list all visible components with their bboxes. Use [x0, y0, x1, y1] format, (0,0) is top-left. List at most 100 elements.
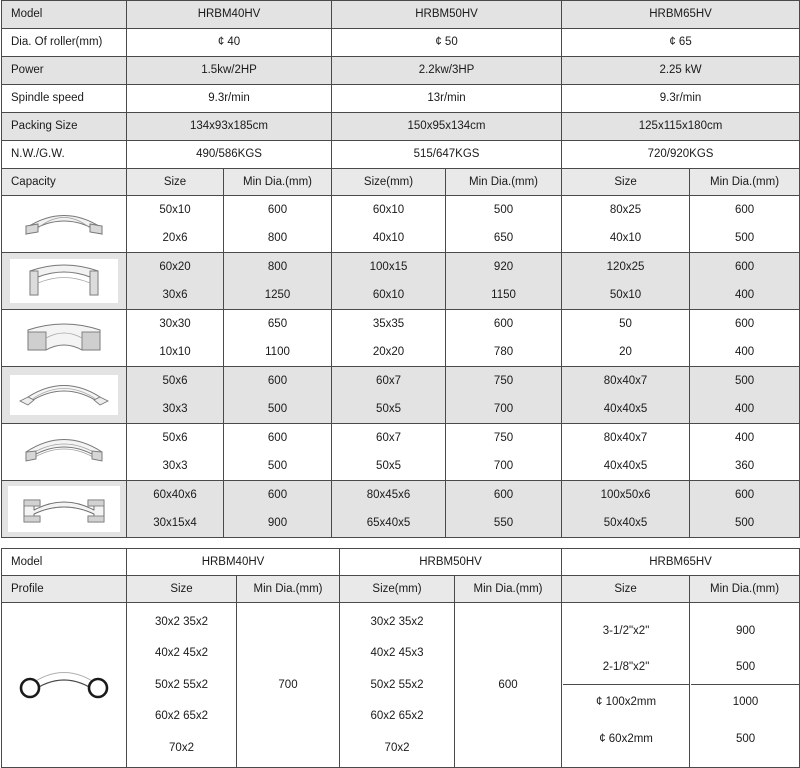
value: 780 [493, 345, 514, 358]
value: 70x2 [384, 741, 410, 754]
value: 35x35 [372, 318, 405, 331]
value: 60x7 [376, 375, 401, 388]
col-header-mindia-65: Min Dia.(mm) [689, 575, 800, 603]
cell-weight-65: 720/920KGS [561, 140, 800, 169]
col-header-mindia-40: Min Dia.(mm) [235, 575, 341, 603]
value: 750 [493, 432, 514, 445]
row-label: N.W./G.W. [1, 140, 127, 169]
value: 600 [267, 375, 288, 388]
value: ¢ 60x2mm [599, 732, 653, 745]
cell-size-65: 120x25 50x10 [561, 252, 691, 310]
value: 400 [734, 345, 755, 358]
cell-power-40: 1.5kw/2HP [125, 56, 333, 85]
col-header-size-50: Size(mm) [331, 168, 447, 196]
profile-icon-cell [1, 252, 127, 310]
size-subtable-65: 3-1/2"x2" 2-1/8"x2" ¢ 100x2mm ¢ 60x2mm [563, 613, 691, 757]
cell-mindia-65: 600 400 [689, 252, 800, 310]
channel-arch-icon [2, 253, 126, 309]
cell-mindia-40: 800 1250 [222, 252, 333, 310]
value: 500 [735, 661, 756, 674]
flat-bar-arch-icon [2, 196, 126, 252]
row-label: Power [1, 56, 127, 85]
cell-model-65: HRBM65HV [561, 0, 800, 29]
col-header-size-40: Size [126, 575, 237, 603]
value: 500 [735, 732, 756, 745]
value: 65x40x5 [366, 516, 411, 529]
cell-size-40: 30x30 10x10 [126, 309, 224, 367]
profile-icon-cell [1, 195, 127, 253]
cell-model-50: HRBM50HV [331, 0, 563, 29]
value: 50x6 [162, 375, 188, 388]
cell-mindia-65: 600 500 [689, 195, 800, 253]
cell-size-50: 80x45x6 65x40x5 [331, 480, 447, 538]
cell-mindia-50: 500 650 [445, 195, 563, 253]
cell-size-40: 60x20 30x6 [126, 252, 224, 310]
value: 80x40x7 [603, 432, 648, 445]
table-row-model: Model HRBM40HV HRBM50HV HRBM65HV [1, 0, 800, 29]
value: 650 [493, 231, 514, 244]
value: 60x7 [376, 432, 401, 445]
cell-model-65: HRBM65HV [561, 548, 800, 576]
value: 600 [267, 204, 288, 217]
cell-model-40: HRBM40HV [125, 548, 341, 576]
i-beam-arch-icon [2, 481, 126, 537]
table-row-roller-dia: Dia. Of roller(mm) ¢ 40 ¢ 50 ¢ 65 [1, 28, 800, 57]
value: 60x10 [372, 204, 405, 217]
value: 30x15x4 [153, 516, 197, 529]
cell-mindia-65: 600 500 [689, 480, 800, 538]
value: 50x5 [376, 402, 401, 415]
col-header-mindia-40: Min Dia.(mm) [222, 168, 333, 196]
value: 600 [734, 204, 755, 217]
value: 1100 [265, 345, 290, 358]
value: 60x10 [372, 288, 405, 301]
cell-mindia-40: 700 [235, 602, 341, 768]
value: 900 [267, 516, 288, 529]
cell-packing-40: 134x93x185cm [125, 112, 333, 141]
thick-channel-arch-icon [2, 310, 126, 366]
value: 80x25 [609, 204, 642, 217]
value: 600 [734, 261, 755, 274]
value: 400 [734, 402, 755, 415]
size-list-40: 30x2 35x2 40x2 45x2 50x2 55x2 60x2 65x2 … [127, 603, 236, 767]
capacity-header-row: Capacity Size Min Dia.(mm) Size(mm) Min … [1, 168, 800, 196]
subcell-group-2: 1000 500 [691, 685, 800, 756]
cell-size-65: 50 20 [561, 309, 691, 367]
cell-mindia-50: 920 1150 [445, 252, 563, 310]
cell-size-40: 60x40x6 30x15x4 [126, 480, 224, 538]
cell-weight-40: 490/586KGS [125, 140, 333, 169]
size-list-50: 30x2 35x2 40x2 45x3 50x2 55x2 60x2 65x2 … [340, 603, 454, 767]
value: 3-1/2"x2" [602, 624, 650, 637]
cell-speed-40: 9.3r/min [125, 84, 333, 113]
col-header-mindia-50: Min Dia.(mm) [445, 168, 563, 196]
value: 30x2 35x2 [370, 616, 424, 628]
profile-icon-cell [1, 366, 127, 424]
value: 50x10 [609, 288, 642, 301]
cell-size-50: 100x15 60x10 [331, 252, 447, 310]
table-row-power: Power 1.5kw/2HP 2.2kw/3HP 2.25 kW [1, 56, 800, 85]
table-row-model: Model HRBM40HV HRBM50HV HRBM65HV [1, 548, 800, 576]
cell-mindia-40: 600 500 [222, 423, 333, 481]
cell-mindia-65: 600 400 [689, 309, 800, 367]
double-flat-arch-icon [2, 424, 126, 480]
value: 60x2 65x2 [370, 710, 424, 723]
cell-size-40: 50x6 30x3 [126, 423, 224, 481]
table-row: 60x20 30x6 800 1250 100x15 60x10 920 1150 12… [1, 252, 800, 310]
cell-size-65: 80x25 40x10 [561, 195, 691, 253]
value: 60x40x6 [153, 489, 197, 502]
col-header-size-40: Size [126, 168, 224, 196]
row-label: Packing Size [1, 112, 127, 141]
value: 1150 [491, 288, 516, 301]
value: 100x15 [369, 261, 408, 274]
col-header-size-65: Size [561, 575, 691, 603]
profile-icon-cell [1, 480, 127, 538]
cell-mindia-50: 600 [454, 602, 563, 768]
value: 60x2 65x2 [154, 710, 209, 723]
profile-label: Profile [1, 575, 127, 603]
profile-icon-cell [1, 423, 127, 481]
cell-speed-65: 9.3r/min [561, 84, 800, 113]
cell-size-50: 60x10 40x10 [331, 195, 447, 253]
profile-table: Model HRBM40HV HRBM50HV HRBM65HV Profile… [1, 548, 800, 768]
cell-speed-50: 13r/min [331, 84, 563, 113]
value: 40x10 [372, 231, 405, 244]
